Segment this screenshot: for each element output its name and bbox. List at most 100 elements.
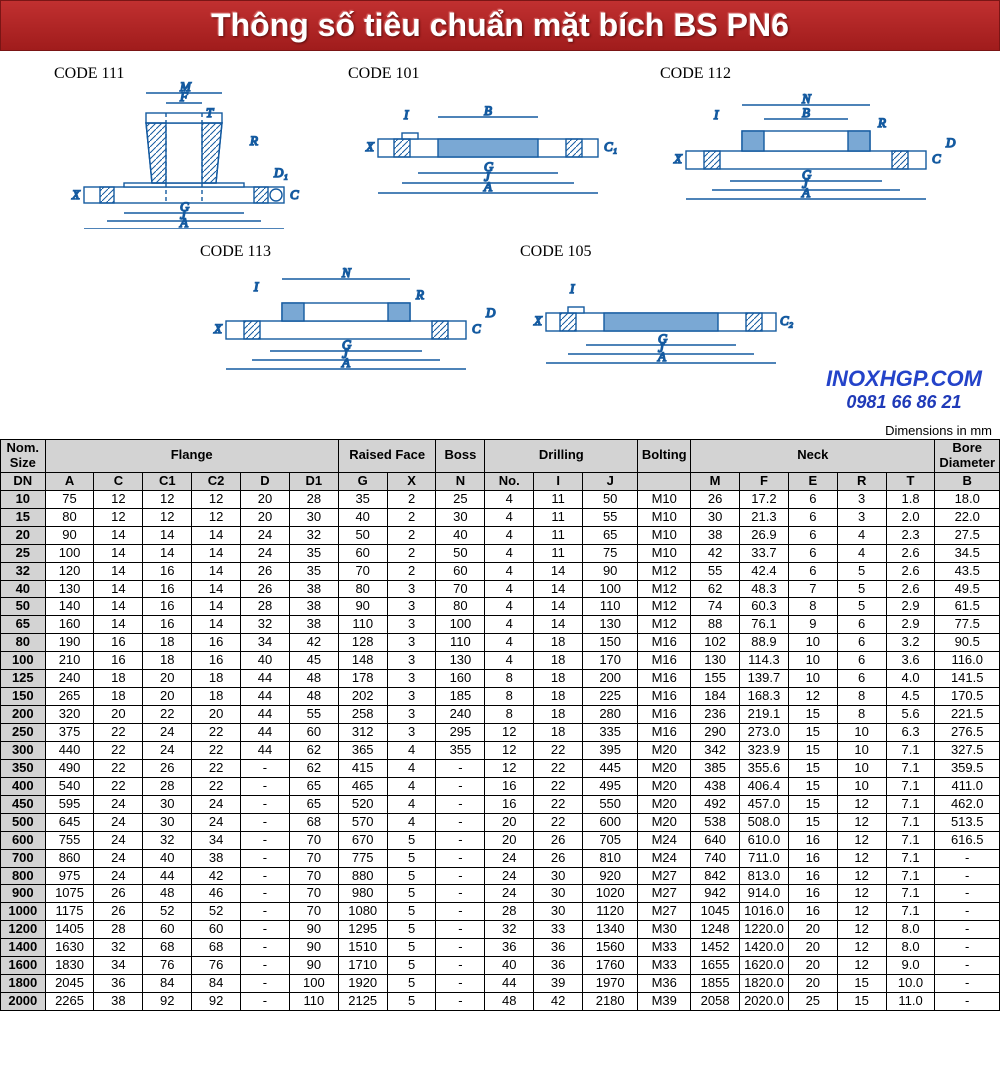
table-cell: 160 — [45, 616, 94, 634]
table-cell: 365 — [338, 741, 387, 759]
table-cell: 14 — [94, 616, 143, 634]
table-cell: 22 — [534, 759, 583, 777]
table-cell: 11.0 — [886, 993, 935, 1011]
table-cell: 508.0 — [740, 813, 789, 831]
table-cell: 40 — [241, 652, 290, 670]
table-row: 800975244442-708805-2430920M27842813.016… — [1, 867, 1000, 885]
table-cell: 4 — [485, 580, 534, 598]
table-cell: M20 — [638, 795, 691, 813]
logo-name: INOXHGP.COM — [826, 366, 982, 392]
table-cell: 438 — [691, 777, 740, 795]
column-header: X — [387, 472, 436, 490]
table-cell: 12 — [837, 939, 886, 957]
table-cell: 84 — [192, 975, 241, 993]
table-cell: 22 — [534, 795, 583, 813]
table-cell: 500 — [1, 813, 46, 831]
table-cell: - — [436, 885, 485, 903]
table-cell: 265 — [45, 688, 94, 706]
table-cell: 670 — [338, 831, 387, 849]
table-cell: 705 — [583, 831, 638, 849]
table-cell: 12 — [837, 849, 886, 867]
table-cell: 16 — [485, 777, 534, 795]
table-cell: 42 — [691, 544, 740, 562]
table-cell: 210 — [45, 652, 94, 670]
svg-text:B: B — [802, 105, 810, 120]
table-cell: 15 — [837, 993, 886, 1011]
table-row: 8019016181634421283110418150M1610288.910… — [1, 634, 1000, 652]
table-cell: 25 — [436, 490, 485, 508]
table-cell: 168.3 — [740, 688, 789, 706]
column-header: G — [338, 472, 387, 490]
table-cell: 1220.0 — [740, 921, 789, 939]
column-header: C2 — [192, 472, 241, 490]
table-cell: 800 — [1, 867, 46, 885]
table-cell: 74 — [691, 598, 740, 616]
table-cell: 842 — [691, 867, 740, 885]
table-cell: 39 — [534, 975, 583, 993]
column-header: DN — [1, 472, 46, 490]
table-cell: - — [436, 831, 485, 849]
table-cell: 4.5 — [886, 688, 935, 706]
table-cell: 513.5 — [935, 813, 1000, 831]
table-cell: 540 — [45, 777, 94, 795]
table-cell: 600 — [583, 813, 638, 831]
table-cell: 12 — [485, 741, 534, 759]
table-cell: 1248 — [691, 921, 740, 939]
table-cell: 32 — [241, 616, 290, 634]
table-cell: - — [935, 957, 1000, 975]
table-cell: 2058 — [691, 993, 740, 1011]
table-cell: 1080 — [338, 903, 387, 921]
table-cell: 22 — [94, 777, 143, 795]
table-cell: M27 — [638, 903, 691, 921]
table-cell: 68 — [289, 813, 338, 831]
table-cell: 65 — [1, 616, 46, 634]
table-cell: 18 — [534, 688, 583, 706]
table-cell: 26 — [534, 849, 583, 867]
table-cell: 14 — [192, 580, 241, 598]
table-cell: 4 — [485, 562, 534, 580]
table-cell: 48 — [289, 688, 338, 706]
table-cell: M24 — [638, 831, 691, 849]
table-cell: 240 — [45, 670, 94, 688]
table-cell: 3 — [387, 724, 436, 742]
table-cell: 12 — [192, 490, 241, 508]
table-cell: - — [241, 885, 290, 903]
table-row: 20032020222044552583240818280M16236219.1… — [1, 706, 1000, 724]
table-cell: 645 — [45, 813, 94, 831]
table-cell: 4 — [485, 598, 534, 616]
svg-text:A: A — [341, 355, 350, 370]
table-cell: M10 — [638, 508, 691, 526]
svg-text:X: X — [213, 321, 223, 336]
table-cell: 28 — [485, 903, 534, 921]
table-cell: 114.3 — [740, 652, 789, 670]
table-row: 12001405286060-9012955-32331340M30124812… — [1, 921, 1000, 939]
table-cell: 42 — [289, 634, 338, 652]
table-cell: 1200 — [1, 921, 46, 939]
table-cell: 20 — [1, 526, 46, 544]
table-cell: 2.6 — [886, 544, 935, 562]
table-row: 6516014161432381103100414130M128876.1962… — [1, 616, 1000, 634]
table-cell: 44 — [241, 688, 290, 706]
table-cell: 125 — [1, 670, 46, 688]
table-cell: 375 — [45, 724, 94, 742]
column-header: E — [788, 472, 837, 490]
table-cell: 65 — [289, 777, 338, 795]
table-cell: 6 — [788, 526, 837, 544]
table-row: 209014141424325024041165M103826.9642.327… — [1, 526, 1000, 544]
table-cell: 141.5 — [935, 670, 1000, 688]
table-cell: 15 — [788, 777, 837, 795]
table-cell: 62 — [691, 580, 740, 598]
table-cell: 2.0 — [886, 508, 935, 526]
table-cell: 44 — [241, 670, 290, 688]
table-cell: 30 — [436, 508, 485, 526]
table-cell: 15 — [837, 975, 886, 993]
table-cell: 492 — [691, 795, 740, 813]
diagram-101-label: CODE 101 — [348, 65, 420, 83]
table-cell: 70 — [289, 867, 338, 885]
table-cell: 4 — [485, 526, 534, 544]
table-cell: 10 — [837, 724, 886, 742]
table-cell: - — [241, 939, 290, 957]
table-cell: 100 — [1, 652, 46, 670]
table-cell: M30 — [638, 921, 691, 939]
table-cell: 128 — [338, 634, 387, 652]
